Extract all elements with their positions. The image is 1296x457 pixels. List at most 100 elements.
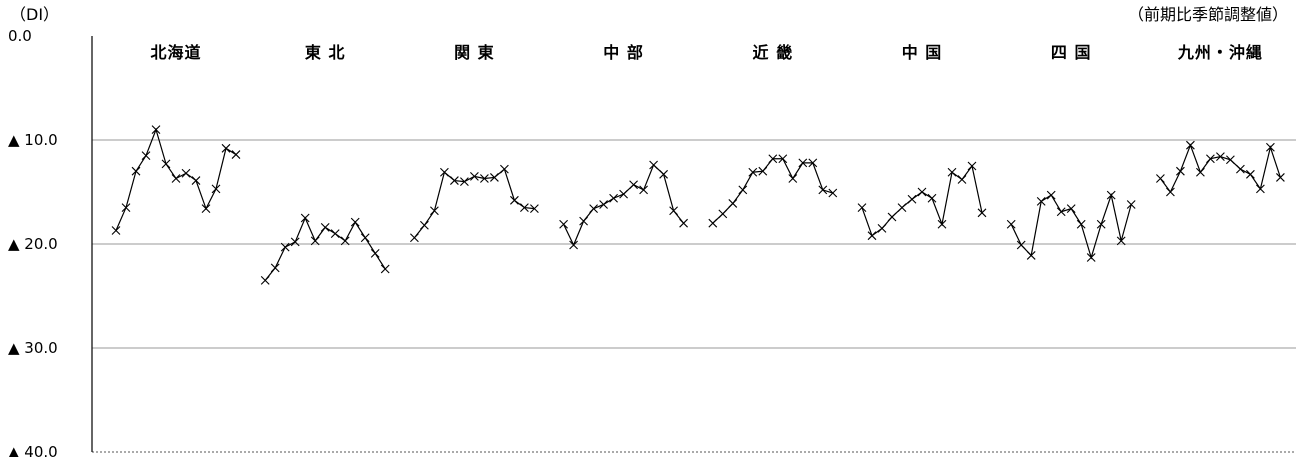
data-point-marker — [649, 160, 658, 170]
data-point-marker — [967, 161, 977, 171]
data-point-marker — [887, 212, 897, 222]
data-point-marker — [161, 159, 171, 169]
data-point-marker — [1016, 240, 1026, 250]
data-point-marker — [768, 154, 778, 164]
series-line — [413, 168, 535, 239]
data-point-marker — [758, 166, 768, 176]
data-point-marker — [330, 229, 340, 238]
data-point-marker — [818, 185, 828, 195]
data-point-marker — [748, 167, 758, 177]
data-point-marker — [1256, 184, 1265, 194]
data-point-marker — [131, 166, 141, 176]
data-point-marker — [857, 203, 867, 212]
series-line — [1010, 192, 1132, 260]
data-point-marker — [1126, 200, 1136, 209]
data-point-marker — [937, 219, 947, 229]
series-1 — [260, 213, 390, 285]
data-point-marker — [1116, 236, 1126, 246]
region-label: 北海道 — [150, 43, 201, 62]
data-point-marker — [679, 218, 688, 228]
region-label: 中 国 — [902, 43, 943, 62]
data-point-marker — [450, 176, 459, 185]
data-point-marker — [171, 174, 181, 183]
data-point-marker — [340, 236, 350, 246]
data-point-marker — [1236, 164, 1245, 174]
data-point-marker — [808, 158, 818, 168]
series-6 — [1006, 190, 1136, 262]
data-point-marker — [380, 264, 390, 274]
y-tick-label: ▲ 30.0 — [8, 339, 58, 357]
series-line — [115, 127, 237, 231]
region-label: 中 部 — [603, 43, 644, 62]
data-point-marker — [320, 222, 330, 232]
data-point-marker — [280, 242, 290, 252]
data-point-marker — [440, 167, 449, 177]
data-point-marker — [221, 143, 231, 153]
data-point-marker — [599, 200, 608, 209]
y-axis: 0.0 ▲ 10.0 ▲ 20.0 ▲ 30.0 ▲ 40.0 — [8, 27, 93, 457]
data-point-marker — [470, 172, 479, 181]
data-point-marker — [1086, 253, 1096, 262]
data-point-marker — [1196, 167, 1205, 177]
data-point-marker — [907, 194, 917, 204]
data-point-marker — [500, 164, 509, 174]
data-point-marker — [290, 237, 300, 247]
data-point-marker — [111, 226, 121, 235]
data-point-marker — [211, 184, 221, 194]
series-line — [861, 164, 983, 237]
data-point-marker — [927, 193, 937, 203]
data-point-marker — [510, 195, 519, 205]
data-point-marker — [778, 154, 788, 164]
data-point-marker — [629, 180, 638, 190]
data-point-marker — [370, 248, 380, 258]
data-point-marker — [1106, 190, 1116, 200]
data-point-marker — [1246, 169, 1255, 179]
data-point-marker — [728, 199, 738, 208]
data-point-marker — [350, 217, 360, 227]
data-point-marker — [1176, 166, 1185, 176]
data-point-marker — [867, 231, 877, 241]
series-3 — [559, 160, 688, 250]
data-point-marker — [1266, 142, 1275, 152]
data-point-marker — [201, 204, 211, 214]
data-point-marker — [231, 150, 241, 159]
data-point-marker — [1056, 207, 1066, 217]
series-line — [712, 158, 833, 224]
data-point-marker — [530, 204, 539, 214]
data-point-marker — [310, 236, 320, 246]
data-point-marker — [410, 233, 419, 243]
data-point-marker — [957, 175, 967, 184]
data-point-marker — [1226, 155, 1235, 165]
data-point-marker — [151, 125, 161, 134]
data-point-marker — [1026, 251, 1036, 260]
data-point-marker — [1036, 196, 1046, 206]
series-7 — [1156, 140, 1285, 197]
data-point-marker — [480, 174, 489, 183]
region-label: 九州・沖縄 — [1177, 43, 1263, 62]
data-point-marker — [270, 263, 280, 273]
grid-lines — [92, 139, 1296, 453]
data-point-marker — [708, 218, 718, 228]
data-point-marker — [191, 176, 201, 185]
data-point-marker — [559, 219, 568, 229]
data-point-marker — [1066, 204, 1076, 214]
note-label: （前期比季節調整値） — [1128, 5, 1288, 24]
data-point-marker — [1166, 187, 1175, 197]
series-4 — [708, 154, 838, 228]
data-point-marker — [639, 185, 648, 195]
data-point-marker — [897, 203, 907, 212]
data-point-marker — [569, 240, 578, 250]
y-tick-label: ▲ 40.0 — [8, 443, 58, 457]
data-point-marker — [1046, 190, 1056, 200]
region-label: 四 国 — [1051, 43, 1092, 62]
data-point-marker — [141, 151, 151, 160]
region-label: 関 東 — [454, 43, 495, 62]
series-5 — [857, 161, 987, 241]
region-labels: 北海道 東 北 関 東 中 部 近 畿 中 国 四 国 九州・沖縄 — [150, 43, 1263, 62]
data-point-marker — [788, 174, 798, 183]
data-point-marker — [619, 189, 628, 199]
data-point-marker — [947, 167, 957, 177]
data-point-marker — [1276, 173, 1285, 182]
data-point-marker — [659, 169, 668, 179]
